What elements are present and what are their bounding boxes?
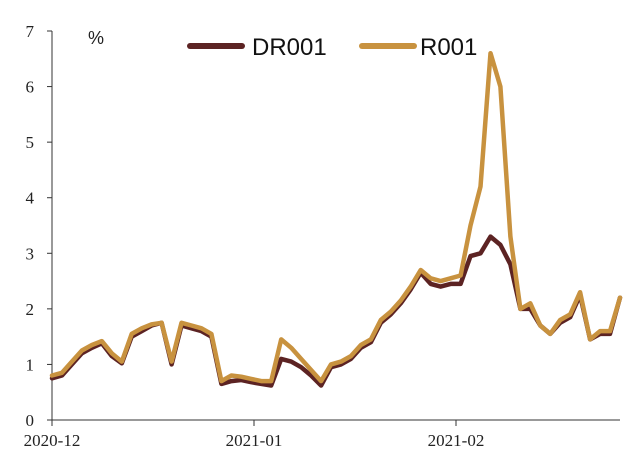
y-tick-label: 2	[26, 300, 35, 319]
unit-label: %	[88, 28, 104, 48]
y-tick-label: 4	[26, 189, 35, 208]
y-tick-label: 5	[26, 133, 35, 152]
y-tick-label: 3	[26, 244, 35, 263]
y-tick-label: 0	[26, 411, 35, 430]
x-tick-label: 2021-01	[226, 431, 283, 450]
y-tick-label: 7	[26, 22, 35, 41]
x-tick-label: 2020-12	[24, 431, 81, 450]
legend: DR001 R001	[187, 34, 477, 61]
y-axis: 0 1 2 3 4 5 6 7	[26, 22, 53, 430]
series-line-r001	[49, 50, 623, 384]
legend-label-r001: R001	[420, 34, 477, 61]
y-tick-label: 6	[26, 78, 35, 97]
y-tick-label: 1	[26, 355, 35, 374]
x-axis: 2020-12 2021-01 2021-02	[24, 419, 620, 450]
x-tick-label: 2021-02	[428, 431, 485, 450]
legend-label-dr001: DR001	[252, 34, 327, 61]
series-layer	[49, 50, 623, 388]
